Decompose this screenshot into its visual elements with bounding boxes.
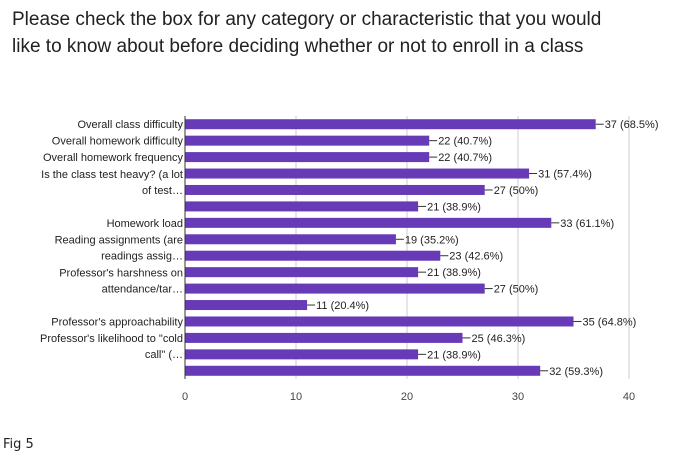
category-label-7-line-1: attendance/tar… bbox=[102, 283, 183, 295]
bar-data-label-2: 22 (40.7%) bbox=[438, 152, 492, 164]
category-label-5-line-0: Homework load bbox=[107, 218, 183, 230]
bar-9 bbox=[185, 267, 419, 278]
bar-data-label-11: 11 (20.4%) bbox=[316, 300, 369, 312]
bar-4 bbox=[185, 184, 485, 195]
category-label-10-line-1: call" (… bbox=[145, 349, 183, 361]
bar-data-label-10: 27 (50%) bbox=[494, 284, 539, 296]
category-label-3-line-0: Is the class test heavy? (a lot bbox=[41, 169, 183, 181]
bar-11 bbox=[185, 300, 308, 311]
bar-data-label-3: 31 (57.4%) bbox=[538, 169, 592, 181]
category-label-1-line-0: Overall homework difficulty bbox=[52, 136, 184, 148]
bar-12 bbox=[185, 316, 574, 327]
x-tick-label-40: 40 bbox=[623, 391, 635, 403]
bar-data-label-13: 25 (46.3%) bbox=[472, 333, 526, 345]
bar-data-label-0: 37 (68.5%) bbox=[605, 119, 659, 131]
figure-caption: Fig 5 bbox=[3, 437, 34, 452]
bar-0 bbox=[185, 119, 596, 130]
bar-data-label-14: 21 (38.9%) bbox=[427, 349, 481, 361]
bar-data-label-8: 23 (42.6%) bbox=[449, 251, 503, 263]
x-tick-label-20: 20 bbox=[401, 391, 413, 403]
chart-title: Please check the box for any category or… bbox=[12, 6, 692, 60]
bar-5 bbox=[185, 201, 419, 212]
bar-14 bbox=[185, 349, 419, 360]
bar-13 bbox=[185, 332, 463, 343]
category-label-9-line-0: Professor's approachability bbox=[51, 316, 183, 328]
category-label-3-line-1: of test… bbox=[142, 185, 183, 197]
x-tick-label-30: 30 bbox=[512, 391, 524, 403]
bar-8 bbox=[185, 250, 441, 261]
category-label-10-line-0: Professor's likelihood to "cold bbox=[40, 333, 183, 345]
category-label-0-line-0: Overall class difficulty bbox=[77, 119, 183, 131]
x-tick-label-0: 0 bbox=[182, 391, 188, 403]
bar-15 bbox=[185, 365, 541, 376]
category-label-2-line-0: Overall homework frequency bbox=[43, 152, 184, 164]
bar-data-label-6: 33 (61.1%) bbox=[560, 218, 614, 230]
bar-6 bbox=[185, 217, 552, 228]
bar-3 bbox=[185, 168, 530, 179]
bar-data-label-7: 19 (35.2%) bbox=[405, 234, 459, 246]
bar-data-label-15: 32 (59.3%) bbox=[549, 366, 603, 378]
bar-data-label-12: 35 (64.8%) bbox=[583, 316, 637, 328]
chart-title-line-1: Please check the box for any category or… bbox=[12, 9, 602, 30]
category-label-6-line-1: readings assig… bbox=[101, 251, 183, 263]
x-tick-label-10: 10 bbox=[290, 391, 302, 403]
category-label-7-line-0: Professor's harshness on bbox=[59, 267, 183, 279]
bar-data-label-4: 27 (50%) bbox=[494, 185, 539, 197]
bar-7 bbox=[185, 234, 396, 245]
category-label-6-line-0: Reading assignments (are bbox=[55, 235, 183, 247]
bar-data-label-1: 22 (40.7%) bbox=[438, 136, 492, 148]
bar-data-label-5: 21 (38.9%) bbox=[427, 201, 481, 213]
bar-data-label-9: 21 (38.9%) bbox=[427, 267, 481, 279]
bar-1 bbox=[185, 135, 430, 146]
bar-10 bbox=[185, 283, 485, 294]
chart-title-line-2: like to know about before deciding wheth… bbox=[12, 36, 584, 57]
bar-2 bbox=[185, 152, 430, 163]
